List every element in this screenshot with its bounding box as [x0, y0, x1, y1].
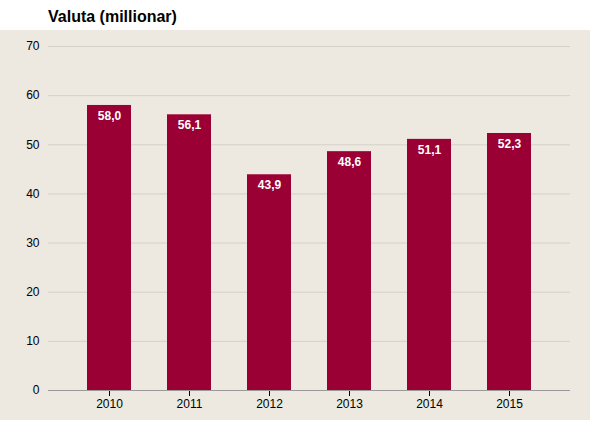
- svg-text:10: 10: [26, 334, 40, 348]
- svg-text:30: 30: [26, 236, 40, 250]
- svg-text:52,3: 52,3: [498, 137, 522, 151]
- svg-text:70: 70: [26, 39, 40, 53]
- svg-text:2010: 2010: [96, 397, 123, 411]
- svg-text:20: 20: [26, 285, 40, 299]
- svg-text:2015: 2015: [496, 397, 523, 411]
- svg-text:2011: 2011: [177, 397, 203, 411]
- html-text:Valuta (millionar): Valuta (millionar): [48, 8, 177, 25]
- svg-text:48,6: 48,6: [338, 155, 362, 169]
- svg-text:50: 50: [26, 138, 40, 152]
- svg-text:56,1: 56,1: [178, 118, 202, 132]
- svg-text:60: 60: [26, 88, 40, 102]
- svg-text:2012: 2012: [256, 397, 283, 411]
- svg-text:2013: 2013: [336, 397, 363, 411]
- svg-text:51,1: 51,1: [418, 143, 442, 157]
- svg-text:43,9: 43,9: [258, 178, 282, 192]
- svg-text:0: 0: [33, 383, 40, 397]
- svg-text:58,0: 58,0: [98, 109, 122, 123]
- svg-text:2014: 2014: [416, 397, 443, 411]
- svg-text:40: 40: [26, 187, 40, 201]
